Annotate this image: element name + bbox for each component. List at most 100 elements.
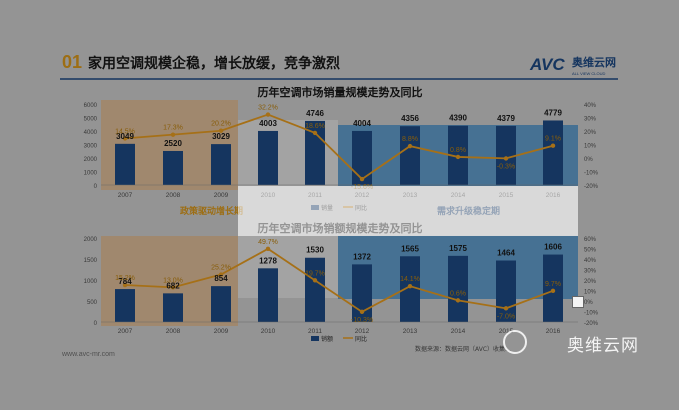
top-bar <box>352 130 372 185</box>
top-pct-label: 20.2% <box>211 121 231 128</box>
top-yoy-point <box>359 176 365 182</box>
top-pct-label: 18.6% <box>305 123 325 130</box>
top-value-label: 4779 <box>544 108 562 117</box>
bottom-ytick-left: 1000 <box>84 279 98 285</box>
top-category-label: 2008 <box>166 192 181 199</box>
watermark-logo-icon <box>503 330 527 354</box>
top-chart-title: 历年空调市场销量规模走势及同比 <box>258 85 423 99</box>
bottom-bar <box>258 268 278 322</box>
bottom-legend-bar-swatch <box>311 336 319 341</box>
bottom-pct-label: 0.6% <box>450 290 466 297</box>
bottom-ytick-left: 1500 <box>84 258 98 264</box>
top-ytick-right: 40% <box>584 103 597 109</box>
top-ytick-left: 0 <box>94 184 98 190</box>
top-category-label: 2009 <box>214 192 229 199</box>
bottom-category-label: 2012 <box>355 328 370 335</box>
header-title: 家用空调规模企稳，增长放缓，竞争激烈 <box>88 55 340 72</box>
bottom-yoy-point <box>265 246 271 252</box>
bottom-yoy-point <box>170 285 176 290</box>
top-category-label: 2007 <box>118 192 133 199</box>
bottom-pct-label: 15.2% <box>115 275 135 282</box>
footer-website: www.avc-mr.com <box>61 351 115 358</box>
top-ytick-left: 5000 <box>84 117 98 123</box>
bottom-yoy-point <box>407 283 413 289</box>
bottom-pct-label: 19.7% <box>305 270 325 277</box>
bottom-ytick-right: 50% <box>584 248 597 254</box>
top-pct-label: 9.1% <box>545 136 561 143</box>
bottom-category-label: 2011 <box>308 328 322 335</box>
bottom-legend-bar-label: 销额 <box>321 335 333 343</box>
top-ytick-left: 2000 <box>84 157 98 163</box>
top-yoy-line <box>124 113 554 181</box>
top-yoy-point <box>550 143 556 148</box>
logo-cn: 奥维云网 <box>571 55 616 69</box>
footer-source: 数据来源：数据云网（AVC）收集… <box>415 345 511 353</box>
bottom-category-label: 2013 <box>403 328 418 335</box>
bottom-pct-label: -10.3% <box>351 317 373 324</box>
bottom-ytick-right: -10% <box>584 311 599 317</box>
top-bar <box>543 120 563 185</box>
bottom-yoy-line <box>124 247 554 313</box>
top-yoy-point <box>170 132 176 137</box>
top-ytick-right: -20% <box>584 184 599 190</box>
top-yoy-point <box>312 130 318 136</box>
bottom-yoy-point <box>455 298 461 303</box>
bottom-category-label: 2014 <box>451 328 466 335</box>
bottom-yoy-point <box>359 309 365 315</box>
top-ytick-right: 30% <box>584 117 597 123</box>
top-ytick-right: 20% <box>584 130 597 136</box>
top-ytick-left: 6000 <box>84 103 98 109</box>
top-yoy-point <box>455 154 461 160</box>
bottom-pct-label: 25.2% <box>211 265 231 272</box>
bottom-category-label: 2007 <box>118 328 133 335</box>
bottom-value-label: 1464 <box>497 249 515 258</box>
top-yoy-point <box>218 128 224 133</box>
resize-handle-icon[interactable] <box>572 296 584 308</box>
logo-sub: ALL VIEW CLOUD <box>572 71 606 76</box>
top-value-label: 4004 <box>353 119 371 128</box>
bottom-category-label: 2015 <box>499 328 514 335</box>
logo-avc: AVC <box>529 55 565 74</box>
bottom-value-label: 1565 <box>401 244 419 253</box>
top-yoy-point <box>122 136 128 141</box>
watermark-text: 奥维云网 <box>567 336 639 356</box>
bottom-yoy-point <box>550 288 556 294</box>
bottom-value-label: 1278 <box>259 256 277 265</box>
header-number: 01 <box>62 52 82 72</box>
top-pct-label: -0.3% <box>497 163 515 170</box>
bottom-yoy-point <box>122 282 128 288</box>
bottom-pct-label: 49.7% <box>258 239 278 246</box>
bottom-ytick-left: 0 <box>94 321 98 327</box>
top-pct-label: 14.5% <box>115 128 135 135</box>
bottom-pct-label: -7.0% <box>497 313 515 320</box>
bottom-legend-line-label: 同比 <box>355 335 367 343</box>
top-value-label: 4003 <box>259 119 277 128</box>
bottom-yoy-point <box>503 306 509 311</box>
top-bar <box>258 130 278 185</box>
top-pct-label: 8.8% <box>402 136 418 143</box>
bottom-pct-label: 13.0% <box>163 277 183 284</box>
top-ytick-right: 10% <box>584 144 597 150</box>
top-bar <box>163 150 183 185</box>
top-bar <box>400 126 420 185</box>
bottom-value-label: 854 <box>214 274 228 283</box>
top-yoy-point <box>503 156 509 161</box>
top-value-label: 3049 <box>116 132 134 141</box>
bottom-yoy-point <box>218 272 224 277</box>
bottom-category-label: 2008 <box>166 328 181 335</box>
bottom-ytick-right: 0% <box>584 300 593 306</box>
bottom-value-label: 784 <box>118 277 132 286</box>
annotation-policy: 政策驱动增长期 <box>180 205 243 217</box>
top-value-label: 4356 <box>401 114 419 123</box>
top-value-label: 2520 <box>164 139 182 148</box>
top-bar <box>115 143 135 185</box>
bottom-pct-label: 9.7% <box>545 281 561 288</box>
top-bar <box>496 125 516 185</box>
bottom-ytick-left: 500 <box>87 300 98 306</box>
bottom-bar <box>305 257 325 322</box>
top-value-label: 3029 <box>212 132 230 141</box>
top-value-label: 4390 <box>449 114 467 123</box>
bottom-bar <box>211 286 231 322</box>
